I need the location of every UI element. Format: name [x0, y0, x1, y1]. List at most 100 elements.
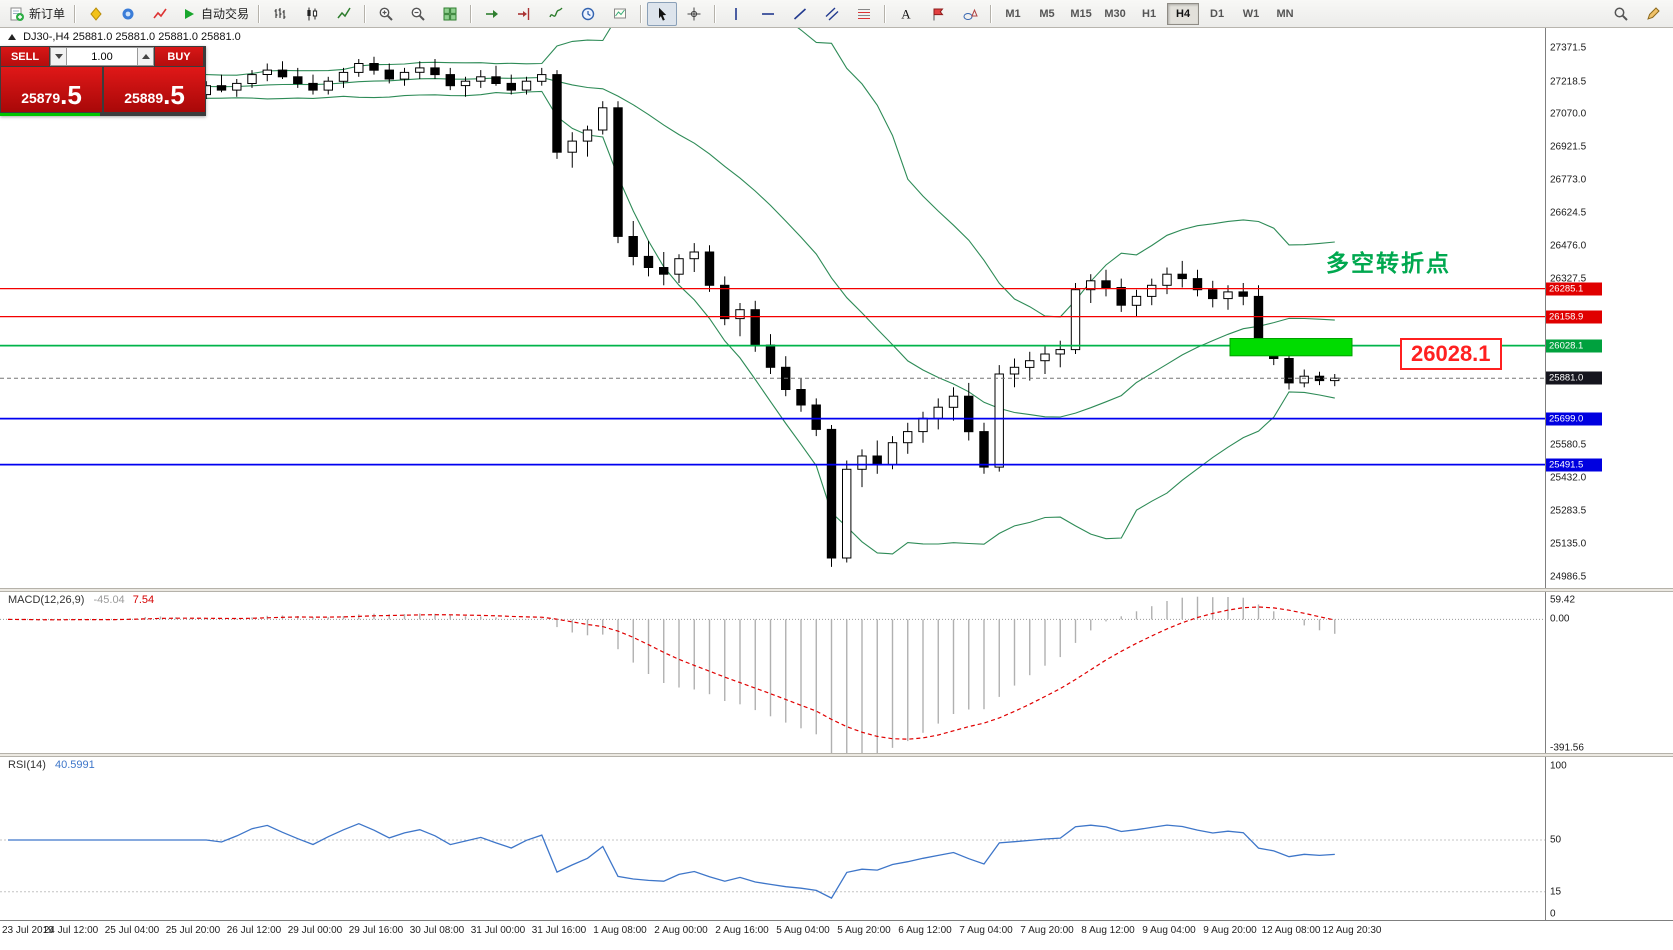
price-axis-border	[1545, 28, 1546, 920]
trendline-button[interactable]	[785, 2, 815, 26]
price-axis-tick: 25135.0	[1550, 538, 1587, 550]
sell-button[interactable]: SELL	[1, 47, 49, 66]
price-axis-tick: 24986.5	[1550, 571, 1587, 583]
rsi-line	[8, 822, 1335, 899]
quick-edit-button[interactable]	[1638, 2, 1668, 26]
new-order-button[interactable]: 新订单	[5, 2, 69, 26]
crosshair-button[interactable]	[679, 2, 709, 26]
buy-price-button[interactable]: 25889 .5	[104, 67, 205, 112]
timeframe-d1[interactable]: D1	[1210, 7, 1225, 20]
macd-indicator-label: MACD(12,26,9) -45.04 7.54	[8, 594, 154, 606]
fibonacci-button[interactable]	[849, 2, 879, 26]
chart-shift-icon	[518, 7, 530, 20]
zoom-in-button[interactable]	[371, 2, 401, 26]
label-button[interactable]	[923, 2, 953, 26]
volume-increase-button[interactable]	[137, 47, 154, 66]
price-callout-label[interactable]: 26028.1	[1400, 338, 1502, 370]
triangle-down-icon	[54, 54, 63, 59]
text-button[interactable]: A	[891, 2, 921, 26]
signals-button[interactable]	[145, 2, 175, 26]
chart-annotation-text[interactable]: 多空转折点	[1326, 250, 1451, 276]
horizontal-line-button[interactable]	[753, 2, 783, 26]
bar-chart-button[interactable]	[265, 2, 295, 26]
autotrading-button[interactable]: 自动交易	[177, 2, 253, 26]
price-tag-support[interactable]: 25699.0	[1546, 412, 1602, 426]
metaeditor-button[interactable]	[81, 2, 111, 26]
price-axis-tick: 27070.0	[1550, 108, 1587, 120]
time-axis-label: 12 Aug 20:30	[1322, 925, 1382, 936]
ohlc-line: DJ30-,H4 25881.0 25881.0 25881.0 25881.0	[23, 31, 241, 43]
timeframe-m5[interactable]: M5	[1039, 7, 1055, 20]
line-chart-button[interactable]	[329, 2, 359, 26]
tile-windows-icon	[443, 7, 457, 21]
sell-price-button[interactable]: 25879 .5	[1, 67, 102, 112]
timeframe-mn[interactable]: MN	[1276, 7, 1294, 20]
collapse-icon[interactable]	[8, 34, 16, 40]
macd-axis-tick: -391.56	[1550, 742, 1584, 754]
toolbar-separator	[364, 4, 367, 23]
macd-signal-line	[7, 606, 1335, 740]
chart-shift-button[interactable]	[509, 2, 539, 26]
search-button[interactable]	[1606, 2, 1636, 26]
price-axis-tick: 26773.0	[1550, 174, 1587, 186]
channel-button[interactable]	[817, 2, 847, 26]
vertical-line-button[interactable]	[721, 2, 751, 26]
buy-price-base: 25889	[124, 90, 164, 106]
time-axis-label: 23 Jul 2019	[2, 925, 54, 936]
cursor-button[interactable]	[647, 1, 678, 26]
price-tag-support[interactable]: 25491.5	[1546, 458, 1602, 472]
timeframe-m15[interactable]: M15	[1070, 7, 1092, 20]
timeframe-m30[interactable]: M30	[1104, 7, 1126, 20]
bar-chart-icon	[274, 7, 286, 19]
tile-windows-button[interactable]	[435, 2, 465, 26]
auto-scroll-icon	[486, 9, 499, 18]
price-tag-resistance[interactable]: 26158.9	[1546, 310, 1602, 324]
timeframe-w1[interactable]: W1	[1242, 7, 1260, 20]
play-icon	[185, 8, 195, 19]
market-button[interactable]	[113, 2, 143, 26]
zoom-out-button[interactable]	[403, 2, 433, 26]
candlestick-chart-button[interactable]	[297, 2, 327, 26]
time-axis-label: 9 Aug 20:00	[1203, 925, 1257, 936]
rsi-value: 40.5991	[54, 759, 95, 771]
auto-scroll-button[interactable]	[477, 2, 507, 26]
volume-input[interactable]	[67, 47, 137, 66]
time-axis-border	[0, 920, 1673, 921]
rsi-layer	[0, 822, 1545, 899]
shapes-button[interactable]	[955, 2, 985, 26]
panel-separator[interactable]	[0, 588, 1673, 592]
timeframe-h1[interactable]: H1	[1142, 7, 1157, 20]
panel-separator[interactable]	[0, 753, 1673, 757]
bollinger-middle-band	[7, 76, 1335, 418]
price-axis-tick: 25283.5	[1550, 505, 1587, 517]
macd-signal-value: 7.54	[132, 594, 155, 606]
templates-button[interactable]	[605, 2, 635, 26]
channel-icon	[825, 6, 839, 21]
time-axis-label: 29 Jul 16:00	[348, 925, 404, 936]
timeframe-m1[interactable]: M1	[1005, 7, 1021, 20]
price-axis-tick: 25580.5	[1550, 439, 1587, 451]
buy-button[interactable]: BUY	[155, 47, 203, 66]
price-tag-current-price[interactable]: 25881.0	[1546, 371, 1602, 385]
new-order-button-label: 新订单	[29, 7, 66, 21]
indicators-button[interactable]	[541, 2, 571, 26]
timeframe-h4[interactable]: H4	[1167, 2, 1200, 25]
indicators-icon	[549, 7, 563, 17]
toolbar-separator	[714, 4, 717, 23]
toolbar-separator	[74, 4, 77, 23]
sell-price-fraction: .5	[60, 80, 82, 110]
time-axis-label: 5 Aug 04:00	[776, 925, 830, 936]
price-tag-pivot[interactable]: 26028.1	[1546, 339, 1602, 353]
volume-decrease-button[interactable]	[50, 47, 67, 66]
buy-price-fraction: .5	[163, 80, 185, 110]
chart-background	[0, 28, 1673, 920]
price-tag-resistance[interactable]: 26285.1	[1546, 282, 1602, 296]
periods-button[interactable]	[573, 2, 603, 26]
rsi-axis-tick: 50	[1550, 834, 1562, 846]
zoom-out-icon	[411, 7, 425, 21]
vertical-line-icon	[735, 7, 737, 20]
time-axis-label: 26 Jul 12:00	[226, 925, 282, 936]
price-axis-tick: 26476.0	[1550, 240, 1587, 252]
toolbar-separator	[640, 4, 643, 23]
